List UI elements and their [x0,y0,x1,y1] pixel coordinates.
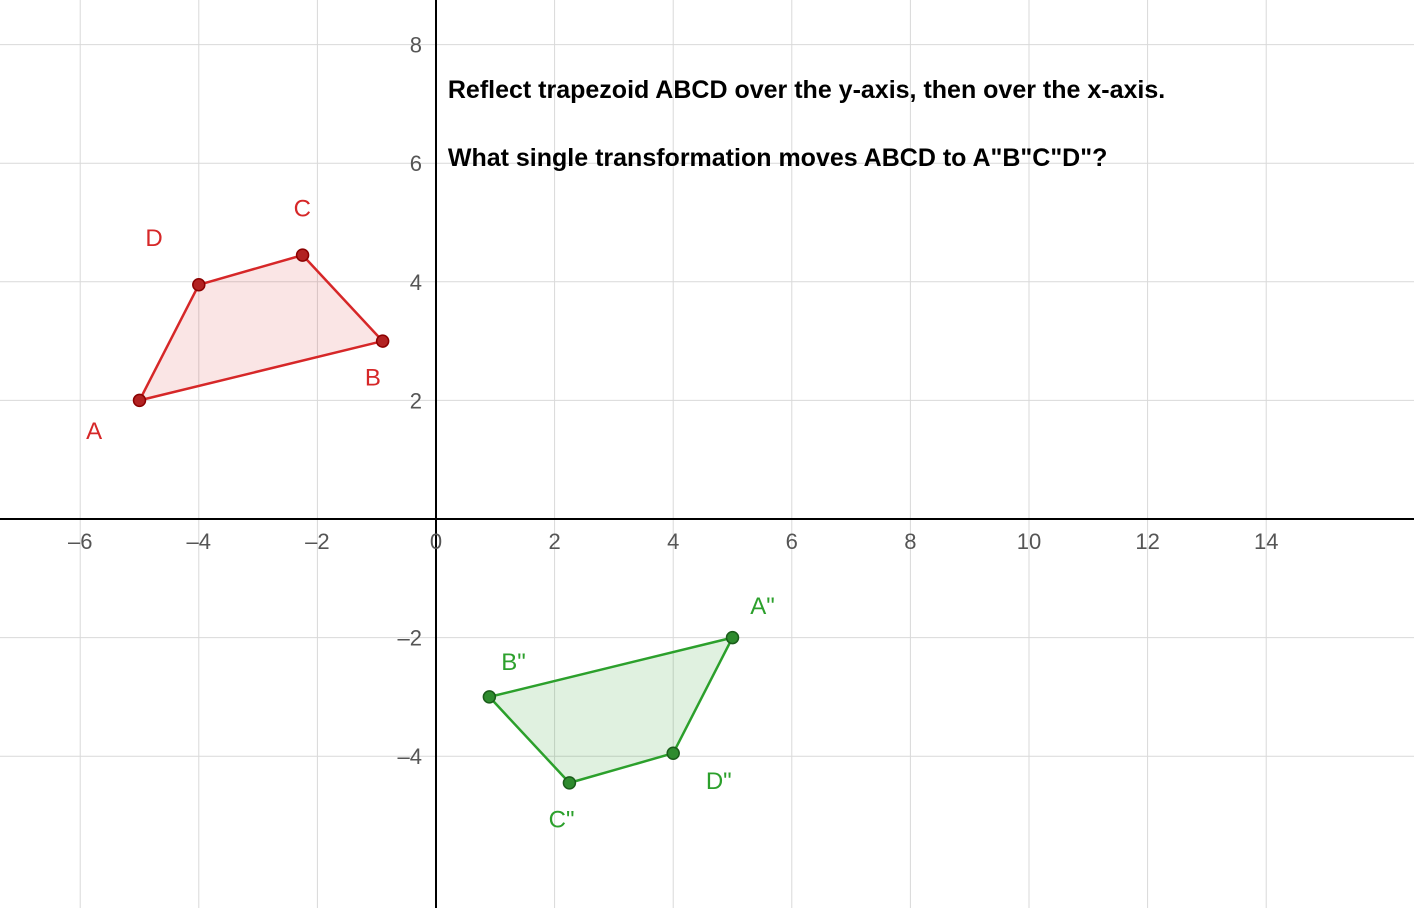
trapezoid-abcd-point-A[interactable] [134,394,146,406]
x-tick-label: 4 [667,529,679,554]
coordinate-plane[interactable]: –6 –4 –2 0 2 4 6 8 10 12 14 –4 –2 2 4 6 8 A B C D A" B" C" D" Ref… [0,0,1414,908]
trapezoid-a2b2c2d2-point-C"[interactable] [563,777,575,789]
trapezoid-a2b2c2d2-polygon[interactable] [489,638,732,783]
y-tick-label: 8 [410,33,422,58]
question-text: Reflect trapezoid ABCD over the y-axis, … [448,76,1165,172]
y-tick-label: –4 [398,744,422,769]
x-tick-label: 12 [1135,529,1159,554]
trapezoid-abcd[interactable]: A B C D [86,196,389,445]
x-tick-label: 14 [1254,529,1278,554]
trapezoid-a2b2c2d2-label-C": C" [549,806,575,833]
x-tick-label: 0 [430,529,442,554]
y-tick-label: 4 [410,270,422,295]
trapezoid-abcd-point-D[interactable] [193,279,205,291]
x-tick-label: 2 [548,529,560,554]
trapezoid-a2b2c2d2-label-D": D" [706,768,732,795]
x-tick-label: –2 [305,529,329,554]
x-tick-label: 10 [1017,529,1041,554]
x-tick-label: 6 [786,529,798,554]
trapezoid-abcd-label-B: B [365,365,381,392]
trapezoid-abcd-point-C[interactable] [297,249,309,261]
trapezoid-a2b2c2d2-point-A"[interactable] [727,632,739,644]
x-tick-label: 8 [904,529,916,554]
question-line-1: Reflect trapezoid ABCD over the y-axis, … [448,76,1165,104]
trapezoid-abcd-point-B[interactable] [377,335,389,347]
trapezoid-a2b2c2d2[interactable]: A" B" C" D" [483,593,774,833]
trapezoid-a2b2c2d2-label-A": A" [750,593,775,620]
trapezoid-a2b2c2d2-point-D"[interactable] [667,747,679,759]
y-tick-label: –2 [398,626,422,651]
y-tick-label: 2 [410,388,422,413]
x-tick-label: –6 [68,529,92,554]
question-line-2: What single transformation moves ABCD to… [448,144,1108,172]
trapezoid-abcd-label-C: C [294,196,311,223]
trapezoid-a2b2c2d2-point-B"[interactable] [483,691,495,703]
trapezoid-abcd-label-A: A [86,418,102,445]
x-tick-label: –4 [187,529,211,554]
trapezoid-abcd-label-D: D [145,225,162,252]
trapezoid-a2b2c2d2-label-B": B" [501,649,526,676]
y-tick-label: 6 [410,151,422,176]
trapezoid-abcd-polygon[interactable] [140,255,383,400]
